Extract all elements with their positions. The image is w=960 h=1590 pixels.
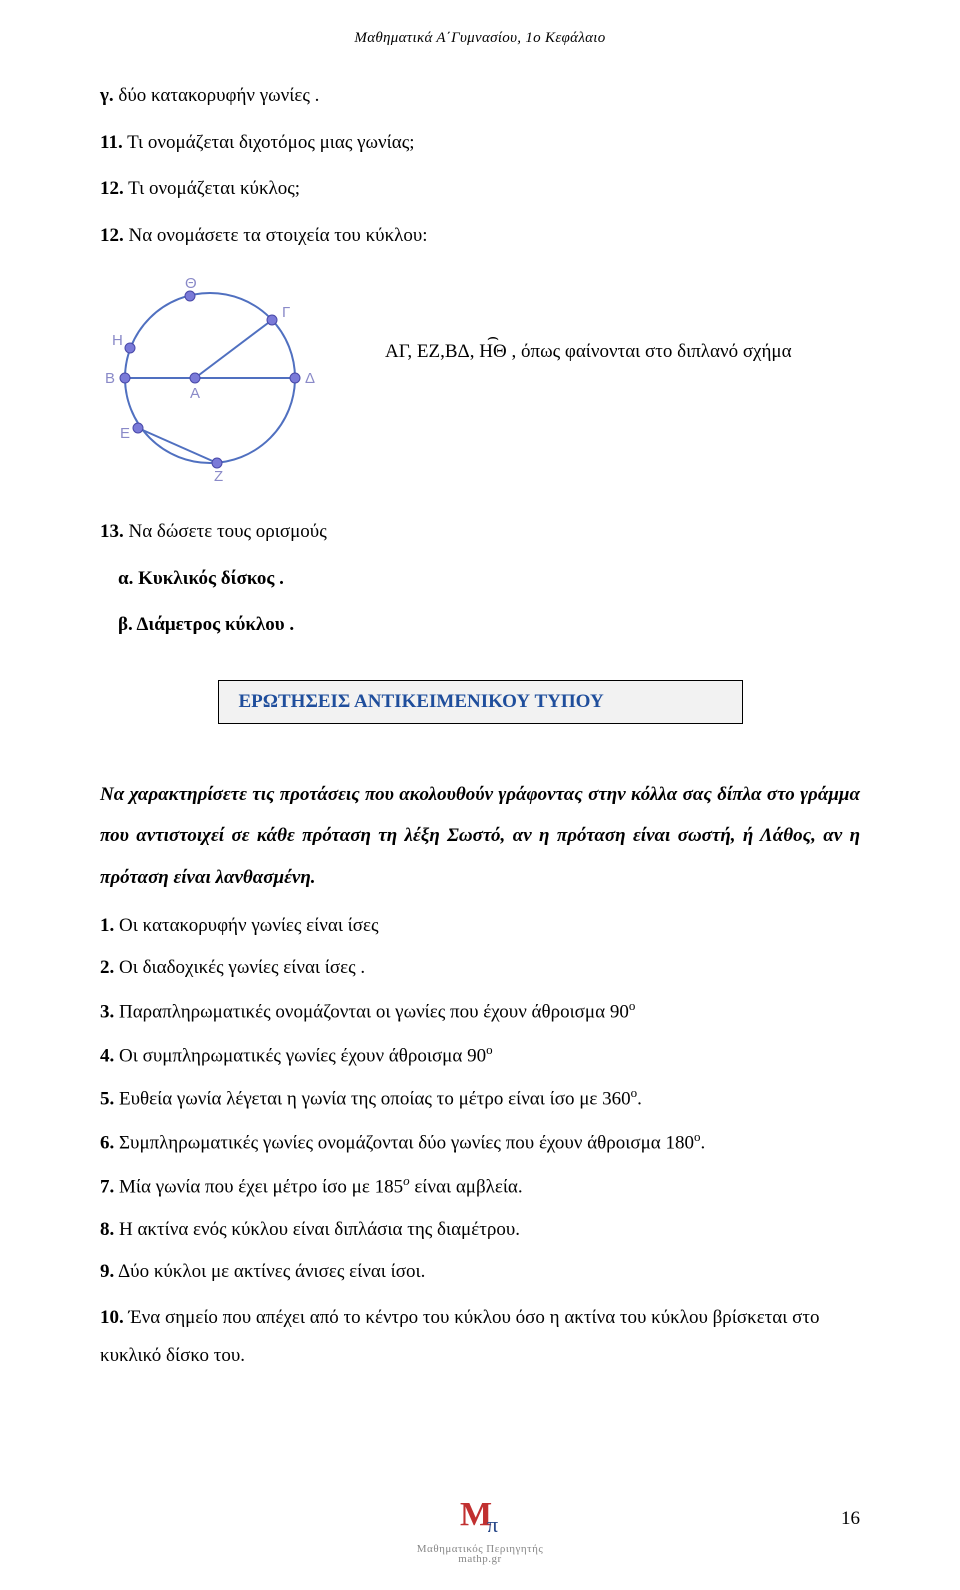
- section-heading-box: ΕΡΩΤΗΣΕΙΣ ΑΝΤΙΚΕΙΜΕΝΙΚΟΥ ΤΥΠΟΥ: [218, 680, 743, 724]
- q4-text: Οι συμπληρωματικές γωνίες έχουν άθροισμα…: [114, 1045, 486, 1066]
- item-12b-prefix: 12.: [100, 225, 124, 246]
- svg-text:Α: Α: [190, 385, 200, 402]
- circle-diagram-section: Θ Γ Η Β Α Δ Ε Ζ ΑΓ, ΕΖ,ΒΔ, ΗΘ , όπως φαίνονται …: [100, 268, 860, 493]
- question-5: 5. Ευθεία γωνία λέγεται η γωνία της οποί…: [100, 1083, 860, 1114]
- q5-text: Ευθεία γωνία λέγεται η γωνία της οποίας …: [114, 1089, 630, 1110]
- q5-end: .: [637, 1089, 642, 1110]
- q9-num: 9.: [100, 1261, 114, 1282]
- question-2: 2. Οι διαδοχικές γωνίες είναι ίσες .: [100, 953, 860, 982]
- item-13b-text: β. Διάμετρος κύκλου .: [118, 614, 294, 635]
- item-13: 13. Να δώσετε τους ορισμούς: [100, 518, 860, 547]
- item-gamma: γ. δύο κατακορυφήν γωνίες .: [100, 82, 860, 111]
- q10-num: 10.: [100, 1307, 124, 1328]
- item-gamma-prefix: γ.: [100, 85, 114, 106]
- item-11-prefix: 11.: [100, 132, 123, 153]
- item-11: 11. Τι ονομάζεται διχοτόμος μιας γωνίας;: [100, 129, 860, 158]
- item-12a-text: Τι ονομάζεται κύκλος;: [124, 178, 300, 199]
- q6-end: .: [700, 1132, 705, 1153]
- question-9: 9. Δύο κύκλοι με ακτίνες άνισες είναι ίσ…: [100, 1257, 860, 1286]
- page-footer: Μ π Μαθηματικός Περιηγητής mathp.gr: [0, 1495, 960, 1565]
- header-text: Μαθηματικά Α΄Γυμνασίου, 1ο Κεφάλαιο: [354, 30, 605, 46]
- q3-num: 3.: [100, 1001, 114, 1022]
- question-8: 8. Η ακτίνα ενός κύκλου είναι διπλάσια τ…: [100, 1215, 860, 1244]
- item-12b-text: Να ονομάσετε τα στοιχεία του κύκλου:: [124, 225, 428, 246]
- question-4: 4. Οι συμπληρωματικές γωνίες έχουν άθροι…: [100, 1040, 860, 1071]
- question-1: 1. Οι κατακορυφήν γωνίες είναι ίσες: [100, 911, 860, 940]
- q7-text-b: είναι αμβλεία.: [410, 1176, 523, 1197]
- question-7: 7. Μία γωνία που έχει μέτρο ίσο με 185ο …: [100, 1171, 860, 1202]
- svg-text:Β: Β: [105, 370, 115, 387]
- q6-text: Συμπληρωματικές γωνίες ονομάζονται δύο γ…: [114, 1132, 694, 1153]
- page-header: Μαθηματικά Α΄Γυμνασίου, 1ο Κεφάλαιο: [100, 30, 860, 47]
- q7-text-a: Μία γωνία που έχει μέτρο ίσο με 185: [114, 1176, 403, 1197]
- item-11-text: Τι ονομάζεται διχοτόμος μιας γωνίας;: [123, 132, 415, 153]
- logo-pi: π: [487, 1512, 498, 1537]
- q2-text: Οι διαδοχικές γωνίες είναι ίσες .: [114, 957, 365, 978]
- item-13-text: Να δώσετε τους ορισμούς: [124, 521, 327, 542]
- svg-text:Δ: Δ: [305, 370, 315, 387]
- instruction-paragraph: Να χαρακτηρίσετε τις προτάσεις που ακολο…: [100, 774, 860, 899]
- footer-logo: Μ π: [450, 1495, 510, 1545]
- q1-text: Οι κατακορυφήν γωνίες είναι ίσες: [114, 915, 378, 936]
- q7-num: 7.: [100, 1176, 114, 1197]
- item-13b: β. Διάμετρος κύκλου .: [118, 611, 860, 640]
- item-13a-text: α. Κυκλικός δίσκος .: [118, 568, 284, 589]
- question-3: 3. Παραπληρωματικές ονομάζονται οι γωνίε…: [100, 996, 860, 1027]
- svg-text:Η: Η: [112, 332, 123, 349]
- circle-caption: ΑΓ, ΕΖ,ΒΔ, ΗΘ , όπως φαίνονται στο διπλα…: [385, 338, 792, 367]
- circle-caption-arc: ΗΘ: [479, 338, 506, 367]
- q2-num: 2.: [100, 957, 114, 978]
- circle-caption-pre: ΑΓ, ΕΖ,ΒΔ,: [385, 341, 479, 362]
- q3-text: Παραπληρωματικές ονομάζονται οι γωνίες π…: [114, 1001, 629, 1022]
- item-13-prefix: 13.: [100, 521, 124, 542]
- item-gamma-text: δύο κατακορυφήν γωνίες .: [114, 85, 320, 106]
- question-6: 6. Συμπληρωματικές γωνίες ονομάζονται δύ…: [100, 1127, 860, 1158]
- section-heading-text: ΕΡΩΤΗΣΕΙΣ ΑΝΤΙΚΕΙΜΕΝΙΚΟΥ ΤΥΠΟΥ: [239, 691, 604, 712]
- q8-num: 8.: [100, 1219, 114, 1240]
- item-12b: 12. Να ονομάσετε τα στοιχεία του κύκλου:: [100, 222, 860, 251]
- q3-sup: ο: [629, 998, 636, 1013]
- q10-text: Ένα σημείο που απέχει από το κέντρο του …: [100, 1307, 820, 1366]
- q4-sup: ο: [486, 1042, 493, 1057]
- q4-num: 4.: [100, 1045, 114, 1066]
- circle-diagram: Θ Γ Η Β Α Δ Ε Ζ: [100, 268, 330, 493]
- q9-text: Δύο κύκλοι με ακτίνες άνισες είναι ίσοι.: [114, 1261, 425, 1282]
- footer-line2: mathp.gr: [0, 1553, 960, 1565]
- logo-icon: Μ π: [450, 1495, 510, 1540]
- svg-text:Γ: Γ: [282, 304, 290, 321]
- q8-text: Η ακτίνα ενός κύκλου είναι διπλάσια της …: [114, 1219, 520, 1240]
- svg-text:Ζ: Ζ: [214, 468, 223, 485]
- q1-num: 1.: [100, 915, 114, 936]
- item-12a-prefix: 12.: [100, 178, 124, 199]
- q6-num: 6.: [100, 1132, 114, 1153]
- svg-text:Ε: Ε: [120, 425, 130, 442]
- circle-caption-post: , όπως φαίνονται στο διπλανό σχήμα: [507, 341, 792, 362]
- q5-num: 5.: [100, 1089, 114, 1110]
- svg-text:Θ: Θ: [185, 275, 197, 292]
- question-10: 10. Ένα σημείο που απέχει από το κέντρο …: [100, 1299, 860, 1375]
- item-12a: 12. Τι ονομάζεται κύκλος;: [100, 175, 860, 204]
- item-13a: α. Κυκλικός δίσκος .: [118, 565, 860, 594]
- instruction-text: Να χαρακτηρίσετε τις προτάσεις που ακολο…: [100, 784, 860, 889]
